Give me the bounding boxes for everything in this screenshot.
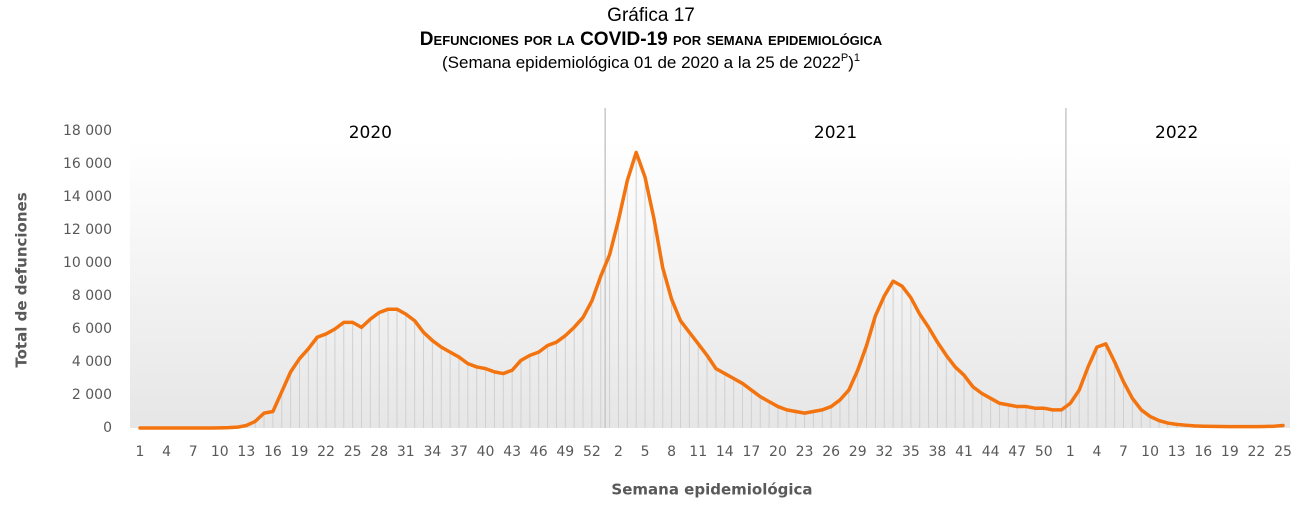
- y-tick-label: 8 000: [72, 288, 112, 304]
- x-tick-label: 46: [530, 444, 548, 460]
- x-tick-label: 22: [317, 444, 335, 460]
- x-tick-label: 23: [796, 444, 814, 460]
- year-label: 2020: [349, 123, 392, 143]
- x-tick-label: 16: [264, 444, 282, 460]
- x-tick-label: 31: [397, 444, 415, 460]
- x-tick-label: 32: [875, 444, 893, 460]
- x-tick-label: 2: [614, 444, 623, 460]
- x-axis-title: Semana epidemiológica: [611, 481, 812, 499]
- x-tick-label: 43: [503, 444, 521, 460]
- x-tick-label: 28: [370, 444, 388, 460]
- x-tick-label: 25: [1274, 444, 1292, 460]
- x-tick-label: 40: [477, 444, 495, 460]
- x-tick-label: 10: [211, 444, 229, 460]
- x-tick-label: 10: [1141, 444, 1159, 460]
- x-tick-label: 19: [291, 444, 309, 460]
- x-tick-label: 19: [1221, 444, 1239, 460]
- x-tick-label: 38: [929, 444, 947, 460]
- y-tick-label: 18 000: [63, 123, 112, 139]
- x-tick-label: 14: [716, 444, 734, 460]
- plot-background: [130, 140, 1290, 428]
- x-tick-label: 20: [769, 444, 787, 460]
- subtitle-text: (Semana epidemiológica 01 de 2020 a la 2…: [442, 53, 841, 72]
- y-tick-label: 14 000: [63, 189, 112, 205]
- y-tick-label: 2 000: [72, 387, 112, 403]
- x-tick-label: 4: [1092, 444, 1101, 460]
- x-tick-label: 17: [742, 444, 760, 460]
- y-tick-label: 0: [103, 420, 112, 436]
- subtitle-sup: P: [841, 52, 848, 64]
- x-tick-label: 44: [982, 444, 1000, 460]
- x-tick-label: 50: [1035, 444, 1053, 460]
- x-tick-label: 52: [583, 444, 601, 460]
- x-tick-label: 11: [689, 444, 707, 460]
- x-tick-label: 16: [1194, 444, 1212, 460]
- x-tick-label: 35: [902, 444, 920, 460]
- x-tick-label: 29: [849, 444, 867, 460]
- chart-subtitle: Defunciones por la COVID-19 por semana e…: [420, 29, 883, 50]
- x-tick-label: 7: [1119, 444, 1128, 460]
- year-label: 2022: [1155, 123, 1198, 143]
- x-tick-label: 5: [641, 444, 650, 460]
- x-tick-label: 26: [822, 444, 840, 460]
- x-tick-label: 1: [136, 444, 145, 460]
- x-tick-label: 1: [1066, 444, 1075, 460]
- x-tick-label: 8: [667, 444, 676, 460]
- x-tick-label: 13: [1168, 444, 1186, 460]
- y-tick-label: 12 000: [63, 222, 112, 238]
- x-tick-label: 49: [556, 444, 574, 460]
- y-tick-label: 4 000: [72, 354, 112, 370]
- year-label: 2021: [814, 123, 857, 143]
- y-axis-title: Total de defunciones: [13, 192, 31, 367]
- x-tick-label: 4: [162, 444, 171, 460]
- x-tick-label: 34: [423, 444, 441, 460]
- y-tick-label: 6 000: [72, 321, 112, 337]
- subtitle-text: ): [848, 53, 854, 72]
- y-tick-label: 16 000: [63, 156, 112, 172]
- x-tick-label: 7: [189, 444, 198, 460]
- x-tick-label: 37: [450, 444, 468, 460]
- x-tick-label: 25: [344, 444, 362, 460]
- subtitle-sup: 1: [854, 52, 860, 64]
- x-tick-label: 13: [237, 444, 255, 460]
- line-series: [138, 150, 1285, 430]
- x-tick-label: 41: [955, 444, 973, 460]
- y-tick-label: 10 000: [63, 255, 112, 271]
- chart-title: Gráfica 17: [607, 5, 695, 26]
- x-tick-label: 22: [1248, 444, 1266, 460]
- x-tick-label: 47: [1008, 444, 1026, 460]
- chart-subtitle-range: (Semana epidemiológica 01 de 2020 a la 2…: [442, 52, 860, 73]
